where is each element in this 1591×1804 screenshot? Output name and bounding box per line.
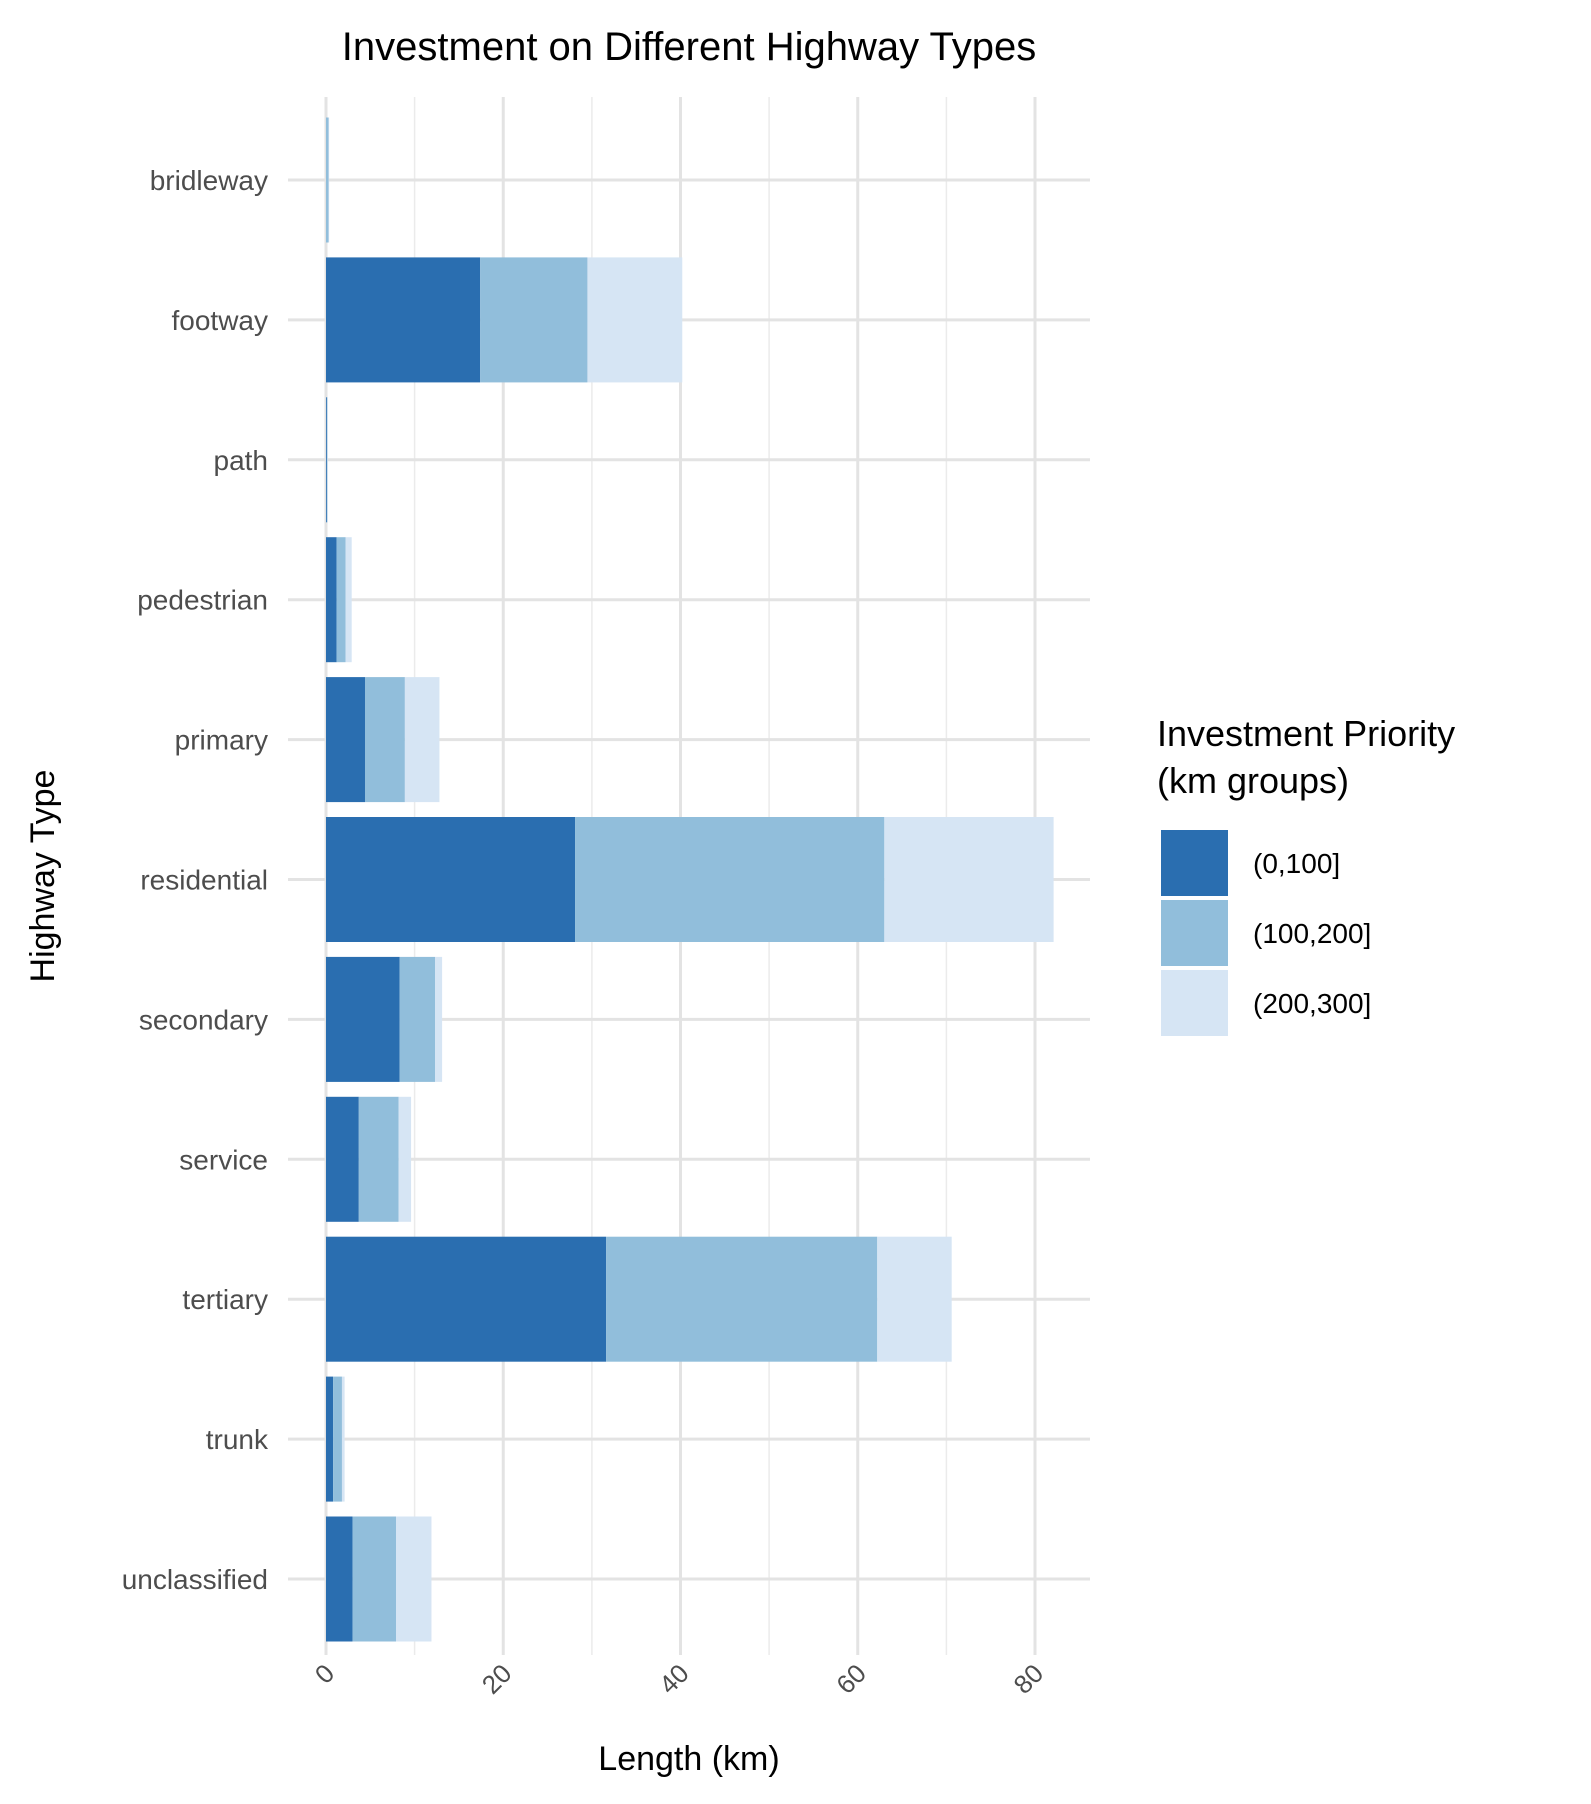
bar-primary-series-1 xyxy=(364,677,405,803)
y-tick-label: primary xyxy=(175,725,268,756)
chart-title: Investment on Different Highway Types xyxy=(342,25,1036,69)
y-tick-label: footway xyxy=(172,305,269,336)
y-tick-label: bridleway xyxy=(150,165,268,196)
bar-tertiary-series-1 xyxy=(606,1236,878,1362)
y-tick-label: tertiary xyxy=(182,1284,268,1315)
legend-title-line-1: Investment Priority xyxy=(1157,713,1455,754)
x-tick-label: 80 xyxy=(1008,1658,1050,1700)
legend-swatch-0 xyxy=(1161,830,1228,896)
bar-unclassified-series-0 xyxy=(326,1516,353,1642)
bar-residential-series-0 xyxy=(326,817,576,942)
bar-footway-series-2 xyxy=(587,257,683,383)
x-tick-label: 20 xyxy=(476,1658,518,1700)
bar-secondary-series-1 xyxy=(399,956,436,1082)
bar-secondary-series-0 xyxy=(326,956,400,1082)
y-tick-label: pedestrian xyxy=(137,585,268,616)
bar-pedestrian-series-0 xyxy=(326,537,337,663)
legend: Investment Priority (km groups) (0,100](… xyxy=(1157,713,1455,1036)
bars xyxy=(326,117,1054,1642)
bar-path-series-0 xyxy=(326,397,327,523)
x-axis-title: Length (km) xyxy=(598,1740,779,1778)
bar-primary-series-2 xyxy=(404,677,440,803)
bar-secondary-series-2 xyxy=(435,956,443,1082)
y-tick-label: secondary xyxy=(139,1004,268,1035)
bar-trunk-series-2 xyxy=(341,1376,345,1502)
bar-trunk-series-1 xyxy=(333,1376,342,1502)
x-tick-label: 60 xyxy=(830,1658,872,1700)
bar-bridleway-series-2 xyxy=(328,117,330,243)
legend-label-2: (200,300] xyxy=(1253,988,1371,1019)
y-tick-label: residential xyxy=(140,865,268,896)
legend-items: (0,100] (100,200] (200,300] xyxy=(1161,830,1371,1036)
y-tick-label: trunk xyxy=(206,1424,269,1455)
legend-swatch-2 xyxy=(1161,970,1228,1036)
y-tick-label: path xyxy=(214,445,269,476)
bar-service-series-1 xyxy=(358,1096,399,1222)
bar-pedestrian-series-2 xyxy=(345,537,352,663)
tick-labels: unclassified trunk tertiary service secondar… xyxy=(122,165,1050,1700)
bar-residential-series-1 xyxy=(575,817,885,942)
bar-path-series-1 xyxy=(326,397,328,523)
bar-tertiary-series-2 xyxy=(877,1236,952,1362)
bar-footway-series-1 xyxy=(480,257,588,383)
legend-title-line-2: (km groups) xyxy=(1157,760,1349,801)
legend-label-0: (0,100] xyxy=(1253,848,1340,879)
bar-bridleway-series-1 xyxy=(326,117,329,243)
bar-footway-series-0 xyxy=(326,257,481,383)
bar-pedestrian-series-1 xyxy=(336,537,346,663)
bar-unclassified-series-2 xyxy=(396,1516,432,1642)
y-tick-label: unclassified xyxy=(122,1564,268,1595)
legend-label-1: (100,200] xyxy=(1253,918,1371,949)
bar-unclassified-series-1 xyxy=(352,1516,397,1642)
bar-service-series-0 xyxy=(326,1096,359,1222)
x-tick-label: 0 xyxy=(309,1658,340,1689)
bar-service-series-2 xyxy=(398,1096,412,1222)
y-axis-title: Highway Type xyxy=(24,770,62,983)
bar-path-series-2 xyxy=(327,397,328,523)
legend-swatch-1 xyxy=(1161,900,1228,966)
bar-trunk-series-0 xyxy=(326,1376,334,1502)
bar-residential-series-2 xyxy=(884,817,1054,942)
y-tick-label: service xyxy=(179,1144,268,1175)
x-tick-label: 40 xyxy=(653,1658,695,1700)
bar-primary-series-0 xyxy=(326,677,365,803)
bar-tertiary-series-0 xyxy=(326,1236,607,1362)
